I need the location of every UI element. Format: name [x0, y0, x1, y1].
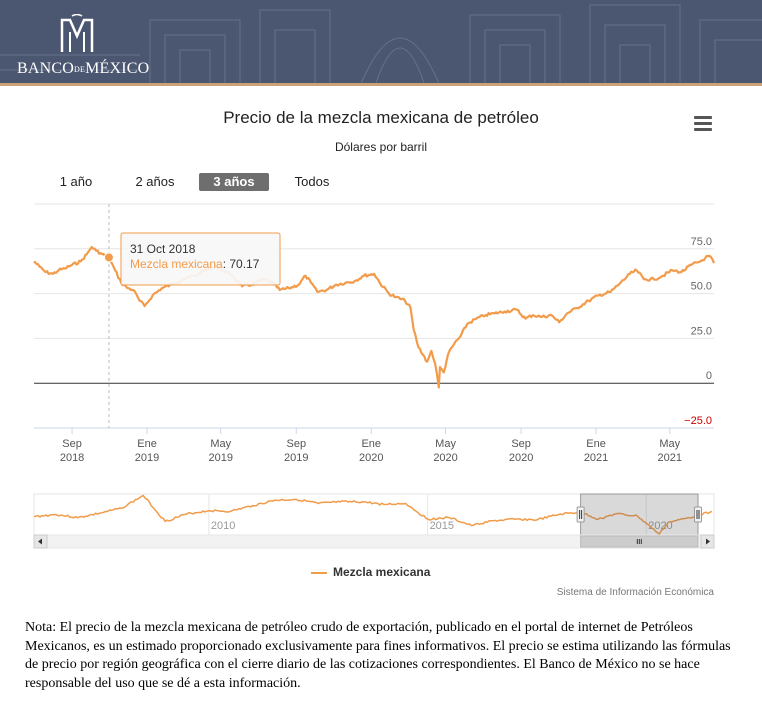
chart-menu-icon[interactable] [694, 116, 712, 132]
navigator-handle [694, 506, 702, 523]
y-axis-labels: 75.0 50.0 25.0 0 −25.0 [684, 236, 712, 427]
price-chart[interactable]: 75.0 50.0 25.0 0 −25.0 Sep 2018 Ene 2019 May 2019… [0, 0, 762, 560]
x-tick-month: May [659, 438, 680, 450]
x-tick-year: 2019 [208, 452, 232, 464]
navigator-year-label: 2010 [211, 520, 235, 532]
x-tick-year: 2018 [60, 452, 84, 464]
scrollbar-arrows[interactable] [33, 534, 715, 549]
navigator-year-label: 2015 [430, 520, 454, 532]
x-tick-month: Sep [287, 438, 307, 450]
legend-swatch [311, 571, 327, 574]
navigator-handles[interactable] [576, 506, 702, 523]
y-tick-label: −25.0 [684, 415, 712, 427]
x-tick-year: 2020 [433, 452, 457, 464]
tooltip: 31 Oct 2018 Mezcla mexicana: 70.17 [120, 232, 281, 286]
bank-name: BANCODEMÉXICO [17, 60, 150, 77]
range-button-all[interactable]: Todos [294, 174, 330, 189]
chevron-right-icon [706, 538, 710, 545]
range-button-3y[interactable]: 3 años [199, 173, 269, 191]
navigator-handle [576, 506, 585, 523]
series-line-mezcla-mexicana[interactable] [33, 245, 716, 389]
chevron-left-icon [38, 538, 42, 545]
range-button-2y[interactable]: 2 años [135, 174, 175, 189]
tooltip-series-name: Mezcla mexicana [130, 257, 223, 271]
x-tick-month: Sep [511, 438, 531, 450]
navigator-background [33, 493, 715, 536]
x-tick-year: 2020 [359, 452, 383, 464]
x-tick-month: Ene [137, 438, 157, 450]
range-button-1y[interactable]: 1 año [59, 174, 93, 189]
y-tick-label: 0 [706, 370, 712, 382]
y-tick-label: 25.0 [691, 325, 712, 337]
chart-title: Precio de la mezcla mexicana de petróleo [223, 108, 539, 127]
tooltip-marker [103, 252, 114, 263]
header-banner: BANCODEMÉXICO [0, 0, 762, 86]
legend-item-mezcla-mexicana[interactable]: Mezcla mexicana [311, 565, 430, 579]
source-credit[interactable]: Sistema de Información Económica [556, 587, 714, 598]
tooltip-box [120, 232, 281, 286]
x-tick-year: 2021 [584, 452, 608, 464]
x-tick-month: Ene [361, 438, 381, 450]
x-tick-month: May [210, 438, 231, 450]
tooltip-value: Mezcla mexicana: 70.17 [130, 257, 260, 271]
x-axis-labels: Sep 2018 Ene 2019 May 2019 Sep 2019 Ene 2020 May 20… [60, 428, 682, 464]
x-tick-year: 2021 [658, 452, 682, 464]
disclaimer-note: Nota: El precio de la mezcla mexicana de… [25, 620, 731, 691]
x-tick-year: 2020 [509, 452, 533, 464]
tooltip-date: 31 Oct 2018 [130, 242, 196, 256]
x-tick-month: Ene [586, 438, 606, 450]
banner-accent-line [0, 83, 762, 86]
y-tick-label: 75.0 [691, 236, 712, 248]
banner-pattern [0, 4, 762, 86]
chart-subtitle: Dólares por barril [334, 140, 428, 154]
banxico-logo [60, 14, 94, 52]
y-tick-label: 50.0 [691, 281, 712, 293]
x-tick-year: 2019 [135, 452, 159, 464]
x-tick-month: Sep [62, 438, 82, 450]
navigator-selection[interactable] [580, 493, 699, 536]
navigator[interactable]: 201020152020 [33, 493, 715, 549]
tooltip-number: : 70.17 [223, 257, 260, 271]
x-tick-year: 2019 [284, 452, 308, 464]
x-tick-month: May [435, 438, 456, 450]
navigator-series [33, 494, 713, 536]
